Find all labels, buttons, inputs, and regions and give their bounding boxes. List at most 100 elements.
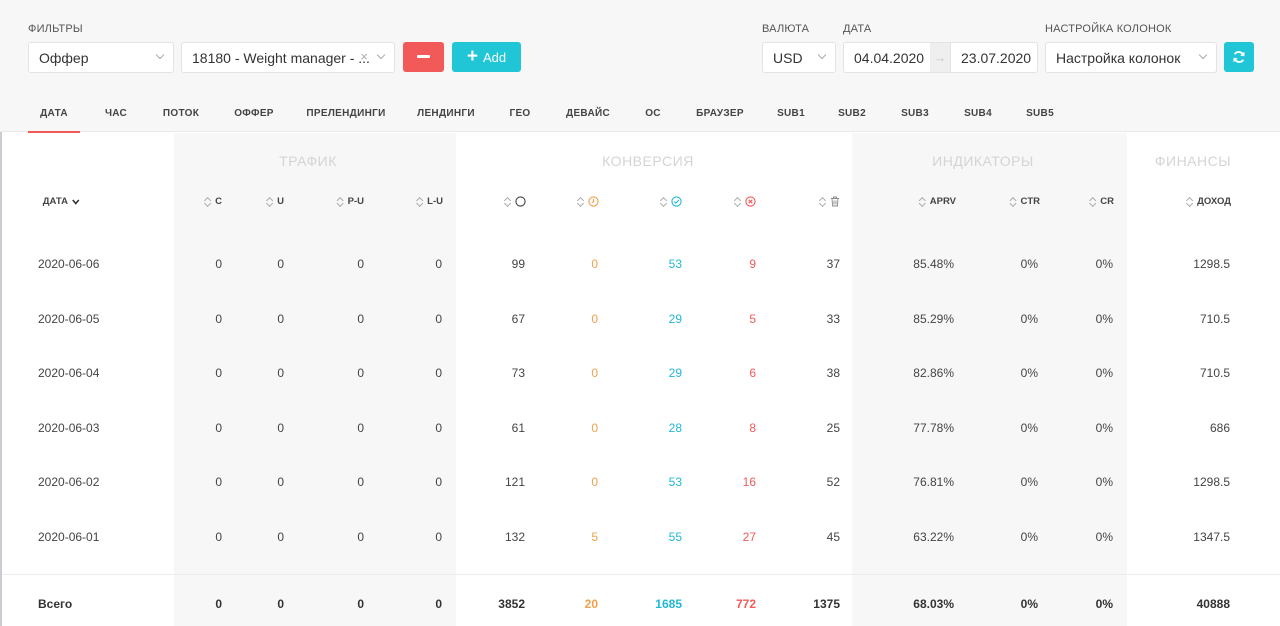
columns-setting-value: Настройка колонок [1056, 49, 1181, 66]
cell-lu: 0 [435, 530, 442, 544]
total-aprv: 68.03% [913, 597, 954, 611]
column-header-aprv[interactable]: APRV [919, 196, 956, 207]
remove-filter-button[interactable] [403, 42, 444, 72]
column-header-hold[interactable] [577, 196, 599, 207]
sort-icon [266, 197, 273, 207]
cell-hold: 0 [591, 257, 598, 271]
column-header-rejected[interactable] [734, 196, 756, 207]
cell-date: 2020-06-02 [38, 475, 100, 490]
totals-label: Всего [38, 597, 73, 611]
cell-pu: 0 [357, 475, 364, 490]
sort-icon [577, 197, 584, 207]
cell-approved: 29 [668, 366, 682, 381]
total-pu: 0 [357, 597, 364, 611]
group-conversion: КОНВЕРСИЯ [602, 153, 694, 169]
cell-ctr: 0% [1020, 530, 1038, 544]
cell-approved: 53 [668, 257, 682, 271]
tab-hour[interactable]: ЧАС [104, 108, 128, 119]
column-header-trash[interactable] [819, 196, 840, 207]
cell-approved: 55 [668, 530, 682, 544]
tab-geo[interactable]: ГЕО [509, 108, 531, 119]
tab-landings[interactable]: ЛЕНДИНГИ [417, 108, 475, 119]
date-to-value: 23.07.2020 [961, 49, 1032, 66]
cell-cr: 0% [1095, 475, 1113, 490]
tab-sub3[interactable]: SUB3 [901, 108, 929, 119]
tab-sub4[interactable]: SUB4 [964, 108, 992, 119]
cell-lu: 0 [435, 475, 442, 490]
filter-value-select[interactable]: 18180 - Weight manager - ... × [181, 42, 395, 73]
tab-offer[interactable]: ОФФЕР [234, 108, 274, 119]
group-finance: ФИНАНСЫ [1154, 153, 1232, 169]
cell-u: 0 [277, 257, 284, 271]
column-header-ctr[interactable]: CTR [1009, 196, 1040, 207]
cell-c: 0 [215, 475, 222, 490]
active-tab-indicator [28, 131, 80, 133]
cell-ctr: 0% [1020, 311, 1038, 326]
cell-trash: 52 [826, 475, 840, 490]
tab-sub5[interactable]: SUB5 [1026, 108, 1054, 119]
sort-icon [337, 197, 344, 207]
total-ctr: 0% [1020, 597, 1038, 611]
add-filter-button[interactable]: + Add [452, 42, 521, 72]
arrow-right-icon: → [930, 42, 950, 73]
column-header-u[interactable]: U [266, 196, 284, 207]
filter-type-select[interactable]: Оффер [28, 42, 174, 73]
date-from-input[interactable]: 04.04.2020 [843, 42, 931, 73]
cell-ctr: 0% [1020, 475, 1038, 490]
cell-pu: 0 [357, 420, 364, 435]
tab-sub2[interactable]: SUB2 [838, 108, 866, 119]
cell-lu: 0 [435, 257, 442, 271]
cell-income: 686 [1209, 420, 1230, 435]
tab-device[interactable]: ДЕВАЙС [566, 108, 610, 119]
total-rejected: 772 [735, 597, 756, 611]
sort-icon [416, 197, 423, 207]
total-cr: 0% [1095, 597, 1113, 611]
tab-os[interactable]: ОС [645, 108, 661, 119]
cell-pu: 0 [357, 311, 364, 326]
sort-icon [734, 197, 741, 207]
columns-setting-label: НАСТРОЙКА КОЛОНОК [1045, 23, 1172, 35]
tab-sub1[interactable]: SUB1 [777, 108, 805, 119]
cell-rejected: 27 [742, 530, 756, 544]
currency-value: USD [773, 49, 803, 66]
tab-date[interactable]: ДАТА [40, 108, 68, 119]
column-header-total-conversions[interactable] [504, 196, 526, 207]
column-header-c[interactable]: C [204, 196, 222, 207]
cell-total: 67 [511, 311, 525, 326]
tab-stream[interactable]: ПОТОК [162, 108, 200, 119]
check-circle-icon [671, 196, 682, 207]
refresh-button[interactable] [1224, 42, 1254, 72]
cell-income: 710.5 [1199, 366, 1230, 381]
column-header-approved[interactable] [660, 196, 682, 207]
column-header-pu[interactable]: P-U [337, 196, 364, 207]
cell-cr: 0% [1095, 420, 1113, 435]
columns-setting-select[interactable]: Настройка колонок [1045, 42, 1217, 73]
date-to-input[interactable]: 23.07.2020 [950, 42, 1038, 73]
cell-lu: 0 [435, 366, 442, 381]
cell-date: 2020-06-01 [38, 530, 100, 544]
column-header-date[interactable]: ДАТА [43, 196, 80, 207]
total-total: 3852 [498, 597, 525, 611]
currency-select[interactable]: USD [762, 42, 836, 73]
column-header-u-label: U [277, 196, 284, 207]
column-header-lu[interactable]: L-U [416, 196, 443, 207]
cell-ctr: 0% [1020, 366, 1038, 381]
column-header-income[interactable]: ДОХОД [1186, 196, 1231, 207]
clear-icon[interactable]: × [360, 49, 368, 64]
cell-rejected: 6 [749, 366, 756, 381]
sort-icon [1186, 197, 1193, 207]
sort-icon [1009, 197, 1016, 207]
tab-prelandings[interactable]: ПРЕЛЕНДИНГИ [306, 108, 386, 119]
cell-c: 0 [215, 257, 222, 271]
cell-date: 2020-06-04 [38, 366, 100, 381]
date-label: ДАТА [843, 23, 872, 35]
cell-aprv: 82.86% [913, 366, 954, 381]
column-header-cr[interactable]: CR [1089, 196, 1114, 207]
tab-browser[interactable]: БРАУЗЕР [696, 108, 744, 119]
cell-rejected: 8 [749, 420, 756, 435]
cell-cr: 0% [1095, 366, 1113, 381]
refresh-icon [1233, 51, 1245, 63]
column-header-cr-label: CR [1100, 196, 1114, 207]
cell-cr: 0% [1095, 257, 1113, 271]
cell-income: 1298.5 [1193, 257, 1230, 271]
